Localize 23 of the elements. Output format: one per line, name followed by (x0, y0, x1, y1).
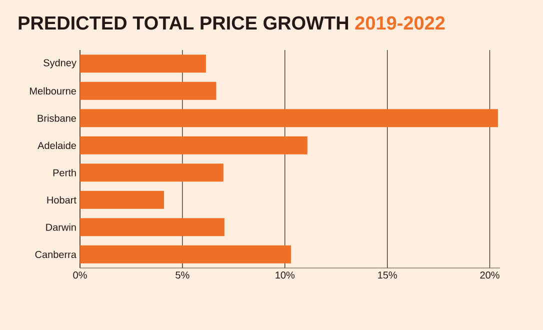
x-tick-label: 5% (176, 272, 190, 279)
y-tick-label: Canberra (35, 250, 76, 258)
y-tick-label: Sydney (44, 58, 76, 68)
x-tick-label: 10% (276, 272, 295, 279)
y-tick-label: Adelaide (38, 142, 76, 150)
bar (80, 82, 216, 100)
x-tick-label: 20% (480, 272, 500, 279)
x-tick-label: 0% (73, 272, 87, 279)
y-tick-label: Hobart (47, 196, 76, 204)
chart-title: PREDICTED TOTAL PRICE GROWTH (18, 16, 348, 30)
bar (80, 164, 224, 182)
chart-subtitle: 2019-2022 (355, 16, 445, 30)
bar (80, 109, 498, 128)
bar (80, 190, 164, 209)
bar (80, 245, 292, 264)
y-tick-label: Brisbane (38, 114, 76, 122)
y-tick-label: Melbourne (30, 87, 76, 95)
bar (80, 54, 206, 73)
x-tick-label: 15% (378, 272, 397, 279)
y-tick-label: Perth (53, 168, 76, 176)
y-tick-label: Darwin (46, 223, 76, 231)
bar (80, 218, 224, 236)
bar (80, 136, 308, 154)
